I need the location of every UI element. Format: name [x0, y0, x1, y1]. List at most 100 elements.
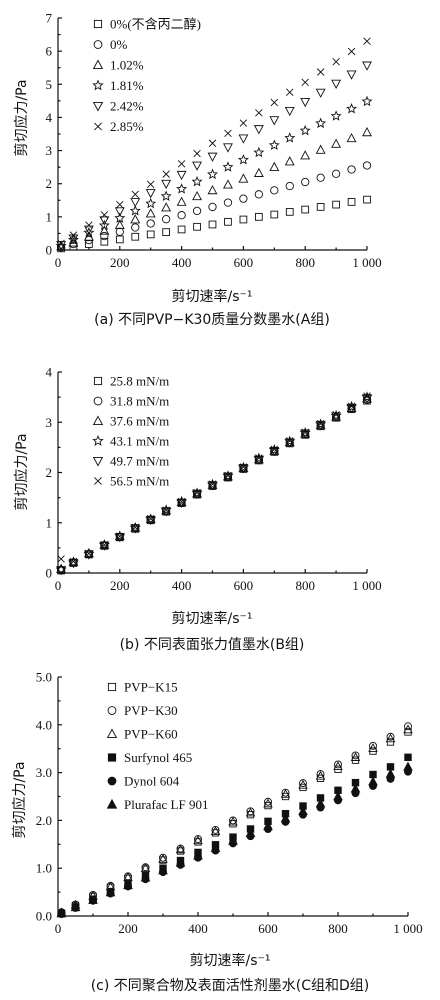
data-point	[85, 549, 93, 558]
data-point	[285, 208, 294, 216]
data-point	[99, 539, 110, 549]
legend-marker	[92, 435, 104, 446]
data-point	[114, 212, 126, 223]
data-point	[131, 190, 139, 199]
y-tick-label: 1	[46, 515, 53, 530]
data-point	[177, 225, 186, 234]
data-point	[131, 523, 139, 531]
data-point	[158, 865, 168, 875]
data-point	[280, 813, 291, 823]
data-point	[208, 202, 217, 212]
data-point	[146, 230, 155, 239]
data-point	[239, 463, 248, 471]
data-point	[83, 548, 94, 558]
data-point	[284, 132, 296, 143]
x-tick-label: 0	[55, 255, 62, 270]
series-6	[57, 392, 371, 566]
data-point	[83, 227, 95, 238]
data-point	[361, 95, 373, 107]
x-tick-label: 200	[110, 578, 130, 593]
legend-label: 1.81%	[110, 78, 144, 93]
legend-marker	[93, 396, 103, 406]
data-point	[404, 722, 412, 731]
y-axis-label: 剪切应力/Pa	[11, 761, 28, 838]
y-tick-label: 1	[46, 209, 53, 224]
data-point	[331, 79, 342, 89]
series-4	[55, 95, 373, 251]
x-tick-label: 800	[295, 255, 315, 270]
data-point	[100, 231, 109, 241]
data-point	[270, 210, 279, 219]
data-point	[56, 566, 67, 576]
chart-panel-a: 剪切应力/Pa 剪切速率/s⁻¹ (a) 不同PVP−K30质量分数墨水(A组)…	[13, 11, 382, 329]
data-point	[207, 184, 218, 195]
data-point	[333, 761, 343, 771]
y-tick-label: 3	[46, 415, 53, 430]
data-point	[301, 428, 309, 437]
data-point	[224, 129, 232, 138]
legend-marker	[107, 776, 117, 786]
data-point	[176, 183, 188, 194]
data-point	[237, 154, 249, 165]
data-point	[191, 175, 203, 187]
legend-label: 49.7 mN/m	[110, 454, 169, 469]
data-point	[245, 828, 256, 838]
data-point	[284, 106, 295, 117]
data-point	[69, 231, 78, 239]
data-point	[161, 179, 172, 190]
legend-label: 31.8 mN/m	[110, 394, 169, 409]
data-point	[299, 779, 307, 788]
data-point	[161, 202, 172, 212]
x-tick-label: 1 000	[352, 578, 381, 593]
data-point	[270, 445, 279, 454]
data-point	[130, 198, 141, 208]
data-point	[280, 788, 291, 798]
data-point	[130, 214, 141, 224]
data-point	[162, 506, 170, 514]
x-tick-label: 800	[295, 578, 315, 593]
data-point	[270, 98, 279, 107]
legend-label: 25.8 mN/m	[110, 374, 169, 389]
data-point	[208, 480, 217, 488]
data-point	[316, 173, 325, 182]
legend-label: 37.6 mN/m	[110, 414, 169, 429]
data-point	[131, 223, 140, 232]
legend-label: 1.02%	[110, 58, 144, 73]
data-point	[162, 170, 170, 178]
data-point	[286, 88, 294, 96]
data-point	[253, 146, 265, 158]
data-point	[346, 132, 357, 143]
data-point	[253, 167, 264, 177]
data-point	[369, 741, 377, 750]
data-point	[192, 161, 203, 171]
data-point	[99, 216, 110, 226]
data-point	[85, 240, 93, 248]
data-point	[207, 168, 218, 180]
data-point	[145, 208, 156, 218]
data-point	[284, 156, 295, 166]
data-point	[368, 776, 378, 786]
data-point	[193, 850, 203, 860]
data-point	[386, 732, 395, 741]
data-point	[116, 200, 124, 209]
data-point	[363, 37, 371, 45]
data-point	[99, 541, 110, 551]
y-tick-label: 5.0	[36, 670, 52, 685]
data-point	[100, 237, 109, 246]
data-point	[350, 752, 361, 761]
data-point	[158, 853, 168, 863]
data-point	[363, 392, 371, 400]
data-point	[69, 239, 78, 249]
data-point	[192, 190, 203, 201]
data-point	[362, 161, 372, 170]
data-point	[193, 149, 201, 158]
data-point	[315, 798, 326, 808]
data-point	[114, 532, 125, 543]
data-point	[98, 219, 110, 231]
data-point	[254, 190, 264, 199]
data-point	[263, 798, 273, 808]
data-point	[193, 222, 201, 231]
data-point	[264, 797, 272, 806]
data-point	[115, 227, 124, 236]
data-point	[286, 437, 294, 445]
